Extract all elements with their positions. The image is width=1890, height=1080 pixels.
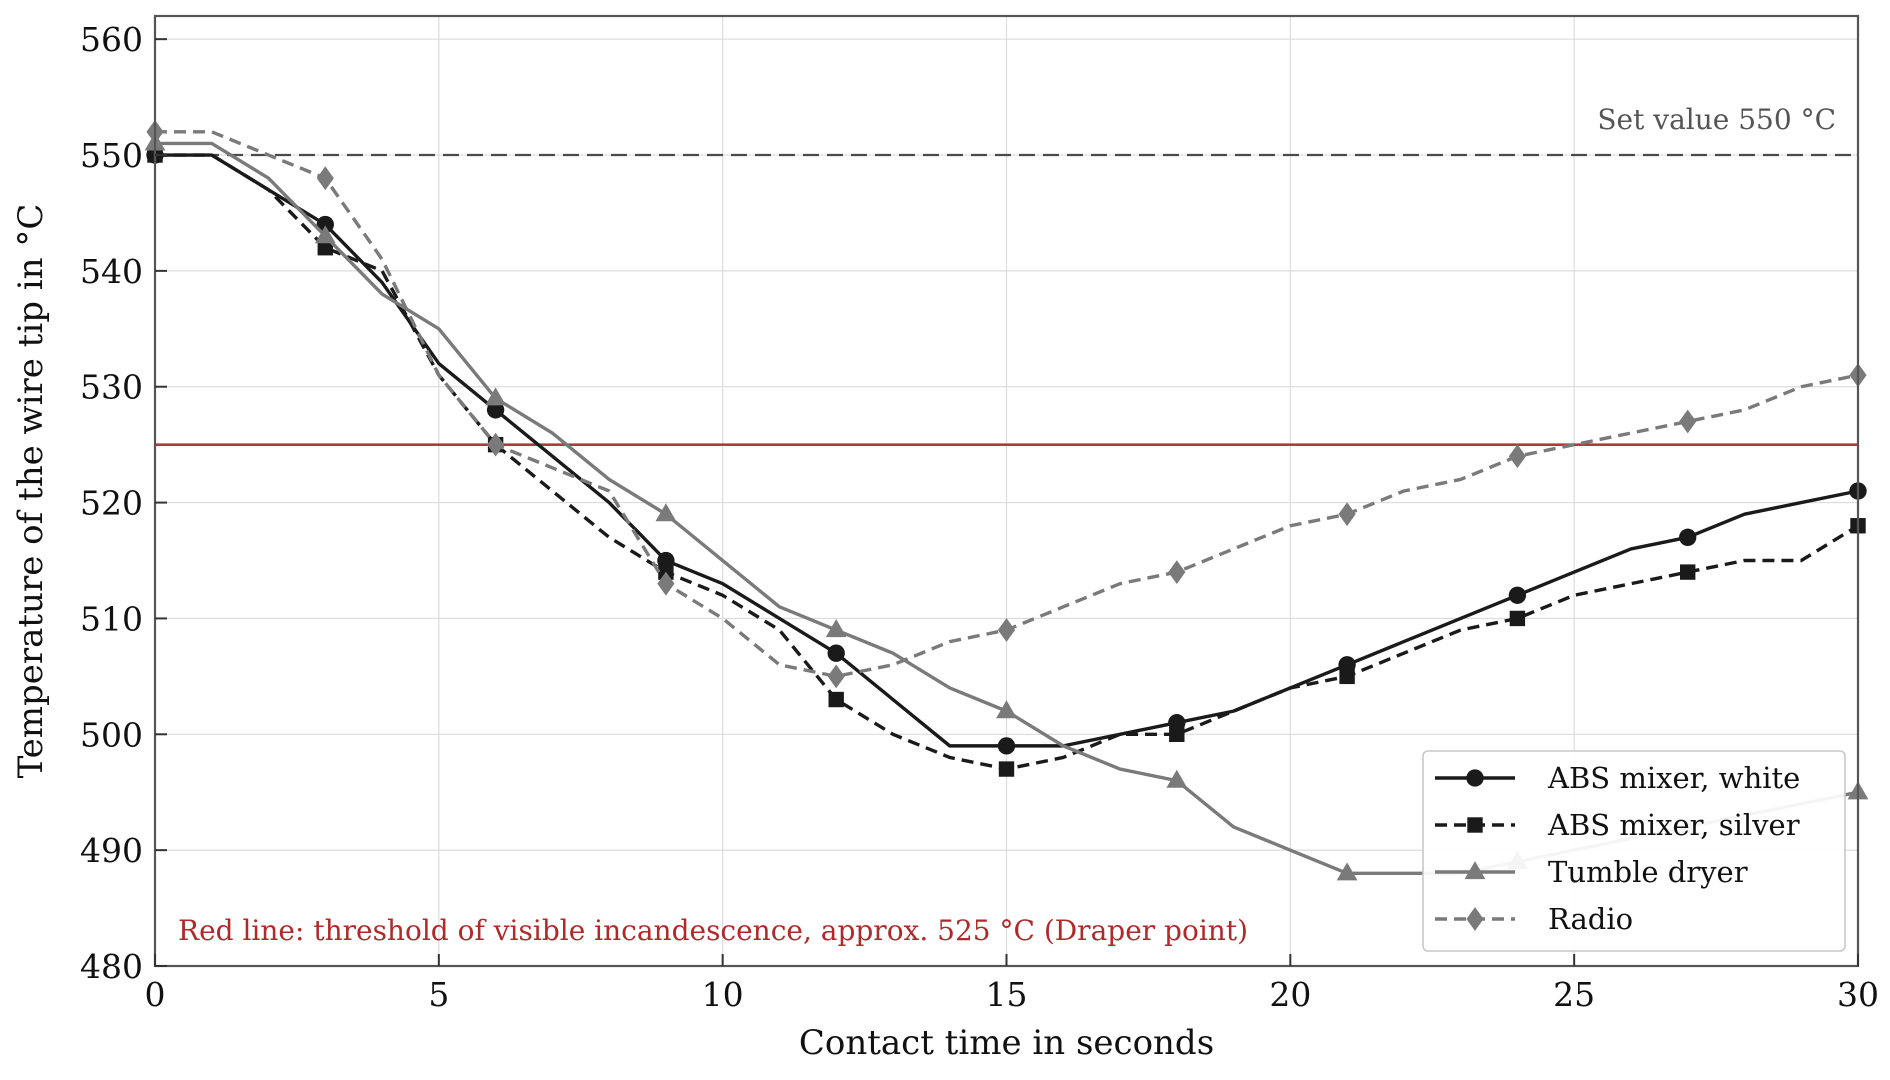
data-point bbox=[657, 571, 675, 596]
data-point bbox=[828, 691, 844, 708]
y-tick-label: 530 bbox=[80, 368, 143, 407]
y-tick-label: 520 bbox=[80, 484, 143, 523]
data-point bbox=[1338, 502, 1356, 527]
legend-marker bbox=[1466, 769, 1484, 787]
data-point bbox=[998, 761, 1015, 777]
data-point bbox=[1680, 564, 1696, 580]
y-axis-title: Temperature of the wire tip in °C bbox=[11, 204, 51, 779]
data-point bbox=[316, 215, 334, 234]
legend-marker bbox=[1466, 907, 1484, 931]
data-point bbox=[1168, 560, 1186, 584]
legend-marker bbox=[1464, 861, 1486, 880]
x-tick-label: 5 bbox=[428, 975, 449, 1014]
legend-item: Radio bbox=[1435, 902, 1633, 936]
data-point bbox=[487, 432, 505, 457]
y-tick-label: 560 bbox=[80, 20, 143, 59]
legend-item: ABS mixer, white bbox=[1435, 761, 1800, 795]
data-point bbox=[827, 644, 845, 662]
data-point bbox=[997, 737, 1016, 755]
data-point bbox=[1339, 668, 1355, 685]
set-value-annotation: Set value 550 °C bbox=[1597, 103, 1836, 136]
data-point bbox=[997, 618, 1016, 642]
data-point bbox=[1336, 862, 1358, 881]
x-tick-label: 25 bbox=[1553, 975, 1595, 1014]
series-3 bbox=[146, 119, 1867, 689]
grid bbox=[154, 16, 1859, 967]
data-point bbox=[1508, 586, 1527, 604]
legend-label: ABS mixer, white bbox=[1547, 761, 1800, 795]
draper-point-annotation: Red line: threshold of visible incandesc… bbox=[178, 914, 1248, 947]
data-point bbox=[996, 700, 1017, 719]
legend-label: Radio bbox=[1548, 902, 1633, 936]
y-tick-label: 490 bbox=[80, 831, 143, 870]
data-point bbox=[485, 387, 506, 406]
legend-item: Tumble dryer bbox=[1435, 855, 1748, 889]
x-axis-title: Contact time in seconds bbox=[799, 1023, 1214, 1063]
legend-item: ABS mixer, silver bbox=[1435, 808, 1800, 842]
data-point bbox=[1679, 528, 1697, 547]
data-point bbox=[314, 225, 336, 244]
x-tick-label: 30 bbox=[1837, 975, 1879, 1014]
legend: ABS mixer, white ABS mixer, silver Tumble … bbox=[1422, 750, 1846, 952]
data-point bbox=[317, 240, 333, 256]
legend-label: ABS mixer, silver bbox=[1547, 808, 1800, 842]
x-tick-label: 20 bbox=[1269, 975, 1311, 1014]
data-point bbox=[1679, 409, 1697, 434]
data-point bbox=[825, 619, 847, 638]
data-point bbox=[1169, 726, 1185, 742]
data-point bbox=[486, 401, 505, 419]
data-point bbox=[655, 503, 677, 522]
y-tick-label: 550 bbox=[80, 136, 143, 175]
legend-marker bbox=[1467, 817, 1483, 833]
reference-lines bbox=[155, 153, 1858, 446]
data-point bbox=[316, 166, 334, 191]
y-tick-label: 480 bbox=[80, 947, 143, 986]
y-tick-label: 500 bbox=[80, 715, 143, 754]
legend-label: Tumble dryer bbox=[1548, 855, 1748, 889]
y-tick-label: 510 bbox=[80, 599, 143, 638]
data-point bbox=[1509, 610, 1526, 627]
x-tick-label: 10 bbox=[702, 975, 744, 1014]
y-tick-label: 540 bbox=[80, 252, 143, 291]
legend-box bbox=[1422, 750, 1846, 952]
data-point bbox=[1508, 444, 1526, 469]
data-point bbox=[1166, 769, 1188, 788]
data-point bbox=[827, 664, 845, 689]
x-tick-label: 0 bbox=[145, 975, 166, 1014]
x-tick-label: 15 bbox=[986, 975, 1028, 1014]
